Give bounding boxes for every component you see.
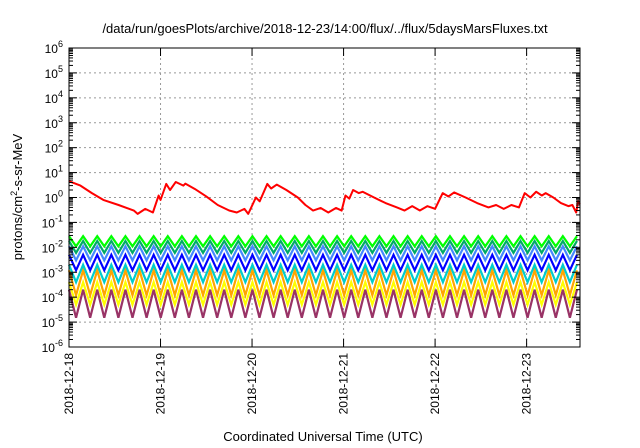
y-tick-label: 10-2 <box>42 238 63 255</box>
y-tick-label: 10-5 <box>42 313 63 330</box>
y-axis: 10-6 10-5 10-4 10-3 10-2 10-1 100 101 102 103 104 1… <box>42 39 580 355</box>
y-tick-label: 103 <box>45 114 63 131</box>
series-line-8 <box>67 278 578 309</box>
x-tick-label: 2018-12-23 <box>520 353 534 415</box>
series-line-7 <box>67 266 579 300</box>
x-tick-label: 2018-12-18 <box>62 353 76 415</box>
x-axis-label: Coordinated Universal Time (UTC) <box>223 429 422 444</box>
y-tick-label: 101 <box>45 164 63 181</box>
y-tick-label: 10-4 <box>42 288 63 305</box>
series-line-1 <box>68 180 581 215</box>
x-tick-label: 2018-12-19 <box>154 353 168 415</box>
series-line-4 <box>68 243 578 263</box>
y-tick-label: 106 <box>45 39 63 56</box>
series-line-6 <box>67 261 578 286</box>
x-axis: 2018-12-18 2018-12-19 2018-12-20 2018-12-21… <box>62 48 534 414</box>
y-tick-label: 10-3 <box>42 263 63 280</box>
chart-title: /data/run/goesPlots/archive/2018-12-23/1… <box>102 21 548 36</box>
y-tick-label: 102 <box>45 139 63 156</box>
series-line-2 <box>68 234 578 249</box>
y-tick-label: 105 <box>45 64 63 81</box>
series-line-3 <box>68 238 578 256</box>
y-tick-label: 100 <box>45 189 63 206</box>
y-tick-label: 10-6 <box>42 338 63 355</box>
x-tick-label: 2018-12-21 <box>337 353 351 415</box>
y-tick-label: 10-1 <box>42 213 63 230</box>
x-tick-label: 2018-12-22 <box>428 353 442 415</box>
series-line-9 <box>67 289 579 318</box>
series-line-5 <box>67 252 578 273</box>
y-axis-label: protons/cm2-s-sr-MeV <box>9 133 25 260</box>
y-tick-label: 104 <box>45 89 63 106</box>
x-tick-label: 2018-12-20 <box>245 353 259 415</box>
series-group <box>67 180 581 318</box>
